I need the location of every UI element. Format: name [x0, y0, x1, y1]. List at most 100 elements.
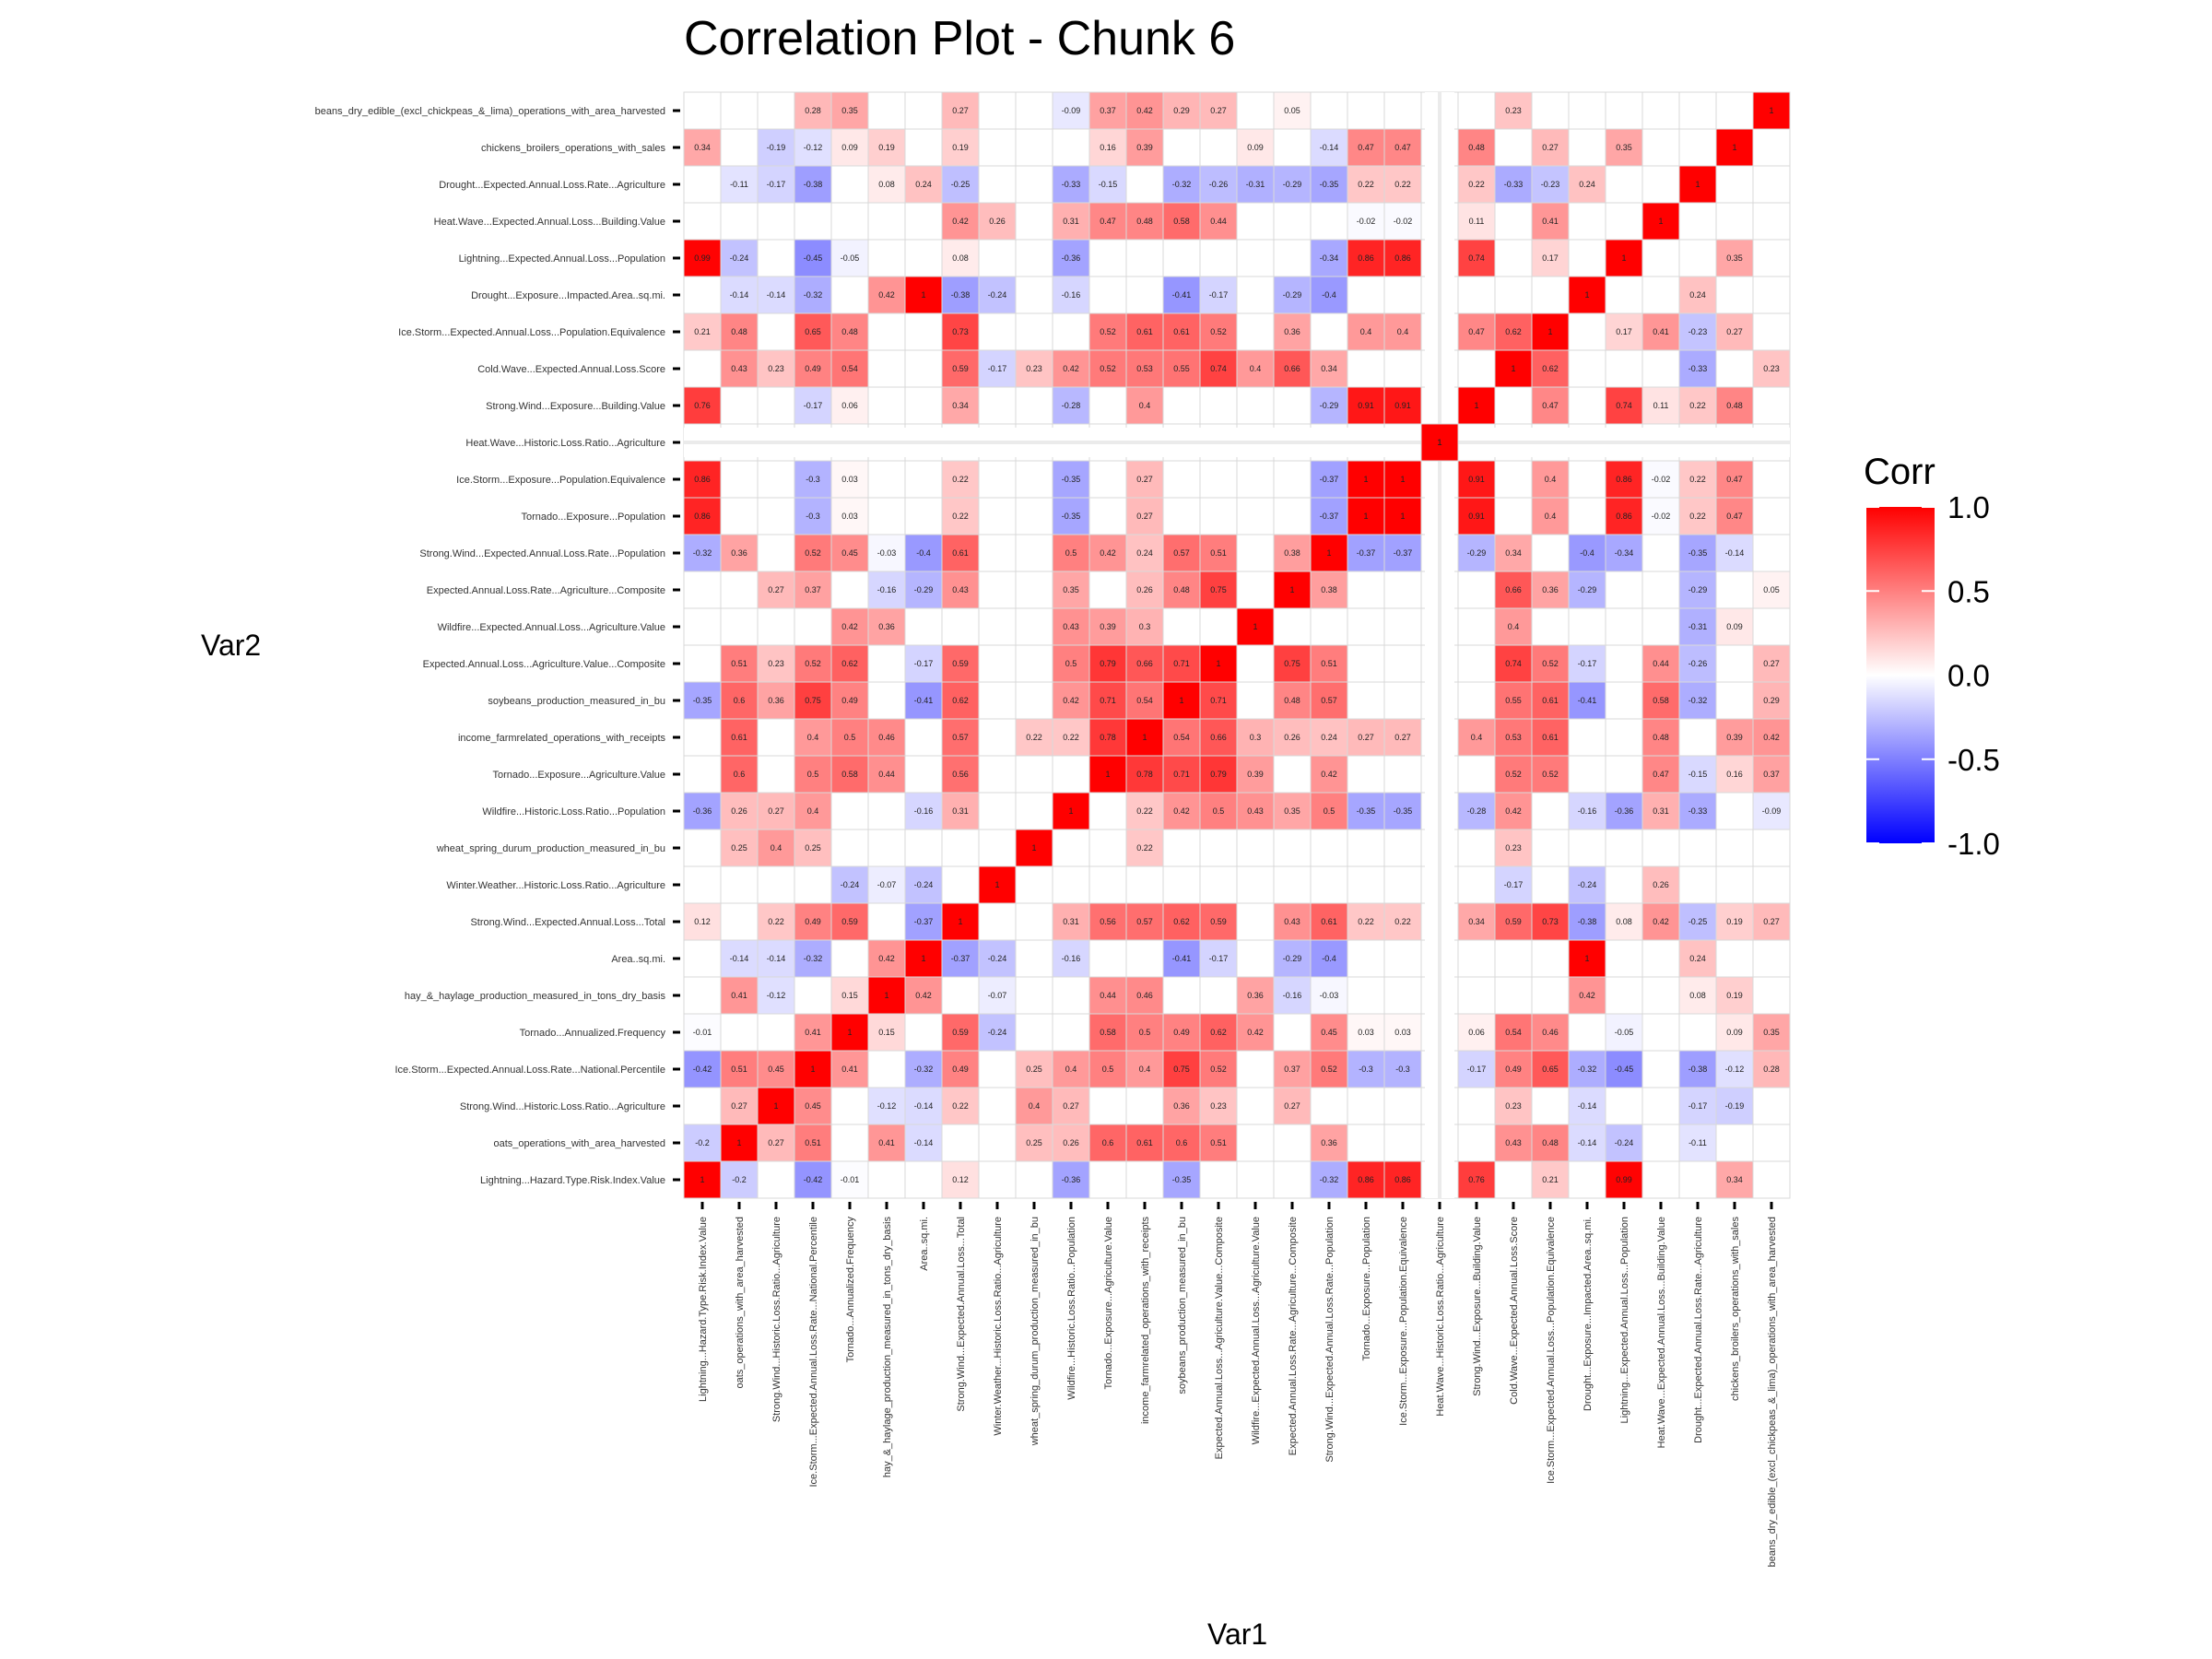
tile-value-label: 0.4	[1397, 327, 1409, 336]
heatmap-tile	[904, 607, 943, 646]
tile-value-label: 0.86	[1394, 253, 1411, 263]
heatmap-value-tile	[1531, 755, 1570, 794]
tile-value-label: 0.91	[1468, 475, 1485, 484]
heatmap-value-tile	[1641, 312, 1680, 351]
heatmap-value-tile	[1752, 644, 1791, 683]
heatmap-tile	[1752, 534, 1791, 572]
heatmap-tile	[1568, 202, 1606, 241]
tile-value-label: 1	[1031, 843, 1036, 853]
x-axis-tick-label: Wildfire...Expected.Annual.Loss...Agricu…	[1251, 1217, 1262, 1444]
y-axis-tick-label: Lightning...Expected.Annual.Loss...Popul…	[459, 253, 665, 265]
heatmap-value-tile	[1052, 460, 1090, 499]
tile-value-label: 0.24	[1579, 180, 1595, 189]
heatmap-tile	[1347, 1087, 1385, 1125]
heatmap-value-tile	[1605, 1160, 1643, 1199]
tile-value-label: 1	[1068, 806, 1073, 816]
heatmap-value-tile	[1715, 128, 1754, 167]
heatmap-tile	[1715, 644, 1754, 683]
tile-value-label: -0.17	[804, 401, 823, 410]
heatmap-tile	[1457, 1087, 1496, 1125]
y-axis-tick-label: Wildfire...Expected.Annual.Loss...Agricu…	[438, 622, 665, 633]
legend-tick-label: 0.0	[1947, 659, 1990, 693]
heatmap-value-tile	[794, 829, 832, 867]
heatmap-tile	[904, 386, 943, 425]
heatmap-value-tile	[1347, 718, 1385, 757]
heatmap-value-tile	[794, 349, 832, 388]
tile-value-label: 0.16	[1726, 770, 1743, 779]
tile-value-label: 0.22	[1063, 733, 1079, 742]
tile-value-label: 0.36	[878, 622, 895, 631]
heatmap-value-tile	[683, 792, 722, 830]
heatmap-value-tile	[1088, 607, 1127, 646]
tile-value-label: 0.52	[1210, 1065, 1227, 1074]
tile-value-label: -0.4	[1580, 548, 1594, 558]
tile-value-label: -0.35	[1320, 180, 1339, 189]
heatmap-value-tile	[1347, 1160, 1385, 1199]
heatmap-tile	[683, 349, 722, 388]
heatmap-value-tile	[1199, 349, 1238, 388]
heatmap-tile	[683, 939, 722, 978]
heatmap-tile	[757, 460, 795, 499]
y-axis-tick-label: Lightning...Hazard.Type.Risk.Index.Value	[480, 1175, 665, 1186]
tile-value-label: -0.07	[988, 991, 1007, 1000]
heatmap-value-tile	[1125, 755, 1164, 794]
heatmap-tile	[978, 571, 1017, 609]
heatmap-tile	[1531, 276, 1570, 314]
heatmap-value-tile	[1162, 534, 1201, 572]
tile-value-label: 0.34	[1321, 364, 1337, 373]
heatmap-tile	[1273, 829, 1312, 867]
tile-value-label: 0.66	[1136, 659, 1153, 668]
heatmap-tile	[1199, 460, 1238, 499]
heatmap-tile	[1605, 202, 1643, 241]
tile-value-label: 0.22	[952, 512, 969, 521]
heatmap-value-tile	[794, 497, 832, 535]
tile-value-label: 0.38	[1284, 548, 1300, 558]
heatmap-value-tile	[1310, 792, 1348, 830]
tile-value-label: -0.37	[1320, 512, 1339, 521]
tile-value-label: 0.43	[731, 364, 747, 373]
tile-value-label: 0.53	[1136, 364, 1153, 373]
tile-value-label: 0.52	[805, 659, 821, 668]
heatmap-value-tile	[1310, 1013, 1348, 1052]
heatmap-value-tile	[683, 902, 722, 941]
tile-value-label: 0.27	[1136, 475, 1153, 484]
heatmap-tile	[867, 349, 906, 388]
heatmap-tile	[794, 607, 832, 646]
x-axis-tick-label: Expected.Annual.Loss.Rate...Agriculture.…	[1288, 1217, 1299, 1455]
heatmap-value-tile	[1162, 1160, 1201, 1199]
heatmap-value-tile	[1236, 1013, 1275, 1052]
heatmap-tile	[1015, 276, 1053, 314]
tile-value-label: 0.26	[1653, 880, 1669, 889]
tile-value-label: -0.24	[730, 253, 749, 263]
y-axis-tick-label: Ice.Storm...Expected.Annual.Loss...Popul…	[398, 327, 665, 338]
legend-title: Corr	[1864, 452, 1936, 492]
heatmap-tile	[1752, 939, 1791, 978]
tile-value-label: 0.36	[731, 548, 747, 558]
tile-value-label: 0.22	[1689, 512, 1706, 521]
heatmap-value-tile	[867, 276, 906, 314]
tile-value-label: -0.41	[1172, 290, 1192, 300]
x-axis-tick-label: Heat.Wave...Historic.Loss.Ratio...Agricu…	[1435, 1217, 1446, 1417]
tile-value-label: 0.6	[734, 696, 746, 705]
heatmap-value-tile	[1494, 902, 1533, 941]
heatmap-tile	[978, 534, 1017, 572]
heatmap-tile	[757, 1160, 795, 1199]
tile-value-label: 0.42	[952, 217, 969, 226]
tile-value-label: 0.27	[1284, 1101, 1300, 1111]
tile-value-label: 0.23	[768, 659, 784, 668]
heatmap-tile	[683, 976, 722, 1015]
heatmap-tile	[1088, 276, 1127, 314]
tile-value-label: 0.54	[1505, 1028, 1522, 1037]
heatmap-value-tile	[1236, 349, 1275, 388]
heatmap-value-tile	[1715, 902, 1754, 941]
heatmap-tile	[1568, 460, 1606, 499]
heatmap-value-tile	[1273, 91, 1312, 130]
heatmap-tile	[1273, 607, 1312, 646]
heatmap-value-tile	[1641, 718, 1680, 757]
tile-value-label: -0.14	[914, 1101, 934, 1111]
heatmap-tile	[1015, 534, 1053, 572]
tile-value-label: 0.05	[1763, 585, 1780, 594]
tile-value-label: 0.27	[768, 806, 784, 816]
heatmap-tile	[757, 865, 795, 904]
tile-value-label: -0.16	[877, 585, 897, 594]
